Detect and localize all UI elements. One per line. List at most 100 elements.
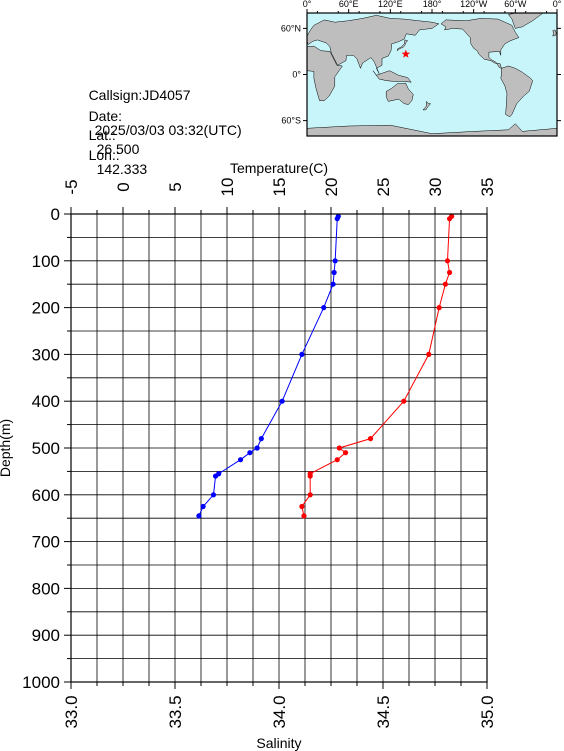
land-japan — [397, 39, 409, 52]
temperature-point — [210, 492, 217, 498]
temperature-axis-title: Temperature(C) — [230, 160, 328, 176]
grid — [71, 214, 487, 682]
map-lon-label: 120°W — [460, 0, 488, 9]
temperature-point — [247, 450, 253, 456]
depth-tick-label: 900 — [32, 626, 60, 645]
salinity-tick-label: 33.0 — [62, 695, 81, 728]
depth-tick-label: 0 — [51, 205, 60, 224]
temperature-point — [331, 269, 337, 276]
callsign-line: Callsign:JD4057 — [73, 74, 191, 116]
map-lon-label: 0° — [553, 0, 562, 9]
temperature-point — [299, 351, 305, 357]
station-star-icon — [401, 49, 411, 58]
salinity-point — [426, 351, 432, 357]
temperature-point — [200, 503, 206, 510]
temperature-tick-label: 30 — [426, 178, 445, 197]
axis-ticks — [64, 207, 488, 689]
salinity-point — [342, 450, 349, 456]
map-lat-label: 0° — [292, 70, 301, 80]
temperature-point — [330, 281, 336, 287]
temperature-tick-label: 15 — [270, 178, 289, 197]
date-label: Date: — [88, 108, 123, 124]
salinity-point — [336, 445, 342, 451]
temperature-tick-label: 0 — [114, 182, 133, 191]
lat-value: 26.500 — [96, 141, 140, 157]
temperature-tick-label: 25 — [374, 178, 393, 197]
depth-tick-label: 400 — [32, 392, 60, 411]
temperature-point — [332, 258, 338, 264]
temperature-tick-label: -5 — [62, 179, 81, 194]
callsign-text: Callsign:JD4057 — [88, 87, 191, 103]
salinity-profile-line — [301, 216, 453, 516]
depth-tick-label: 100 — [32, 252, 60, 271]
salinity-point — [307, 473, 313, 479]
world-map: 0° 60°E 120°E 180° 120°W 60°W 0° 60°N 0° 60°S — [281, 0, 562, 137]
date-line: Date: 2025/03/03 03:32(UTC) — [73, 95, 242, 151]
salinity-tick-label: 35.0 — [478, 695, 497, 728]
temperature-point — [254, 445, 260, 451]
temperature-tick-label: 35 — [478, 178, 497, 197]
salinity-point — [334, 457, 340, 463]
temperature-point — [196, 513, 202, 519]
land-new-zealand — [422, 100, 432, 111]
salinity-point — [446, 216, 453, 222]
land-indonesia — [372, 70, 412, 83]
salinity-point — [367, 436, 374, 442]
lon-label: Lon.: — [88, 147, 120, 163]
map-lat-label: 60°N — [281, 23, 301, 33]
land-europe-asia — [306, 15, 440, 74]
map-lon-label: 180° — [423, 0, 442, 9]
depth-tick-label: 200 — [32, 299, 60, 318]
salinity-point — [299, 503, 305, 510]
salinity-point — [436, 305, 442, 311]
temperature-point — [334, 216, 340, 222]
temperature-point — [212, 473, 219, 479]
depth-tick-label: 700 — [32, 533, 60, 552]
salinity-point — [307, 492, 313, 498]
map-lon-label: 0° — [303, 0, 312, 9]
temperature-tick-label: 20 — [322, 178, 341, 197]
series-layer — [196, 213, 455, 519]
depth-tick-label: 800 — [32, 579, 60, 598]
salinity-point — [444, 258, 451, 264]
land-north-america — [440, 18, 520, 69]
depth-tick-label: 300 — [32, 345, 60, 364]
depth-tick-label: 500 — [32, 439, 60, 458]
temperature-point — [279, 398, 285, 404]
salinity-tick-label: 33.5 — [166, 695, 185, 728]
salinity-point — [446, 269, 453, 276]
salinity-tick-label: 34.5 — [374, 695, 393, 728]
map-lat-label: 60°S — [281, 116, 301, 126]
land-africa — [306, 45, 343, 101]
map-lon-label: 120°E — [378, 0, 403, 9]
land-australia — [385, 82, 414, 105]
salinity-point — [442, 281, 448, 287]
station-info: Callsign:JD4057 Date: 2025/03/03 03:32(U… — [73, 74, 303, 176]
temperature-point — [321, 305, 327, 311]
lon-value: 142.333 — [96, 161, 148, 177]
depth-tick-label: 600 — [32, 486, 60, 505]
depth-axis-title: Depth(m) — [0, 419, 13, 477]
salinity-point — [301, 513, 307, 519]
map-lon-label: 60°E — [339, 0, 359, 9]
salinity-axis-title: Salinity — [256, 735, 301, 751]
map-lon-label: 60°W — [504, 0, 527, 9]
land-uk — [552, 29, 557, 37]
temperature-profile-line — [198, 216, 339, 517]
date-value: 2025/03/03 03:32(UTC) — [94, 122, 242, 138]
land-south-america — [500, 65, 533, 118]
map-ticks: 0° 60°E 120°E 180° 120°W 60°W 0° 60°N 0° 60°S — [281, 0, 562, 126]
temperature-point — [258, 436, 264, 442]
salinity-tick-label: 34.0 — [270, 695, 289, 728]
lat-label: Lat.: — [88, 127, 116, 143]
lat-line: Lat.: 26.500 — [73, 114, 140, 170]
lon-line: Lon.: 142.333 — [73, 134, 148, 190]
temperature-tick-label: 10 — [218, 178, 237, 197]
depth-tick-label: 1000 — [22, 673, 60, 692]
temperature-tick-label: 5 — [166, 182, 185, 191]
temperature-point — [237, 457, 244, 463]
salinity-point — [401, 398, 407, 404]
